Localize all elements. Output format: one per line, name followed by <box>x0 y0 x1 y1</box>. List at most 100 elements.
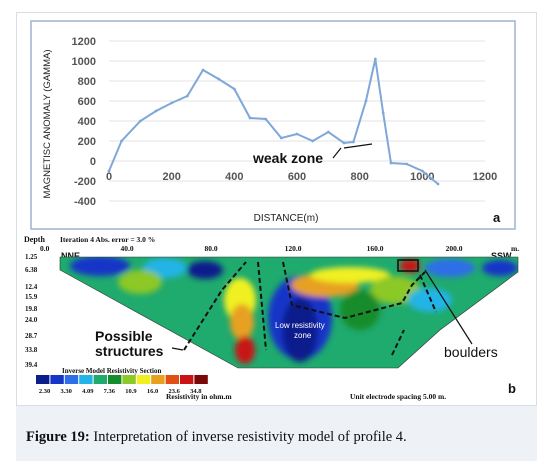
color-scale-swatch <box>165 375 179 384</box>
chart-a-point <box>389 161 393 165</box>
section-depth-tick-label: 19.8 <box>25 305 38 313</box>
structures-pointer <box>171 347 184 351</box>
chart-a-x-tick-label: 600 <box>288 171 306 183</box>
weak-zone-pointer <box>343 143 373 149</box>
chart-a-point <box>138 119 142 123</box>
section-depth-tick-label: 1.25 <box>25 253 38 261</box>
chart-a-border <box>30 20 516 230</box>
weak-zone-pointer <box>332 147 342 159</box>
boulders-pointer <box>424 269 473 345</box>
section-x-tick-label: 120.0 <box>285 244 302 253</box>
chart-a-point <box>264 117 268 121</box>
section-x-tick-label: 160.0 <box>367 244 384 253</box>
chart-a-y-tick-label: 1200 <box>72 36 96 48</box>
chart-a-ylabel: MAGNETISC ANOMALY (GAMMA) <box>42 49 53 198</box>
chart-a-point <box>201 68 205 72</box>
x-origin-tick: 0.0 <box>40 244 50 253</box>
color-scale-swatch <box>194 375 208 384</box>
color-scale-swatch <box>151 375 165 384</box>
section-depth-tick-label: 15.9 <box>25 293 38 301</box>
chart-a-point <box>107 169 111 173</box>
chart-a-point <box>311 139 315 143</box>
color-scale-swatch <box>93 375 107 384</box>
chart-a-point <box>364 99 368 103</box>
chart-a-point <box>373 57 377 61</box>
resistivity-color-scale: 2.30 3.30 4.09 7.36 10.9 16.0 23.6 34.8 <box>36 375 208 395</box>
interpretation-lines <box>183 261 437 356</box>
color-scale-tick-label: 3.30 <box>60 388 71 395</box>
chart-a-point <box>120 139 123 143</box>
chart-a-y-tick-label: 1000 <box>72 56 96 68</box>
chart-a-point <box>154 109 158 113</box>
section-depth-tick-label: 39.4 <box>25 361 38 369</box>
color-scale-swatch <box>64 375 79 384</box>
caption-text: Interpretation of inverse resistivity mo… <box>89 429 407 445</box>
boulders-label: boulders <box>444 344 498 360</box>
color-scale-swatch <box>122 375 136 384</box>
chart-a-point <box>295 132 299 136</box>
chart-a-point <box>342 141 346 145</box>
color-scale-tick-label: 23.6 <box>168 388 180 395</box>
chart-a-y-tick-label: -200 <box>74 176 96 188</box>
chart-a-x-tick-label: 1200 <box>473 171 497 183</box>
section-outline <box>59 256 519 369</box>
chart-a-point <box>232 87 236 91</box>
section-depth-ticks: 1.25 6.38 12.4 15.9 19.8 24.0 28.7 33.8 39.4 <box>25 253 38 369</box>
nne-label: NNE <box>61 251 80 261</box>
section-depth-tick-label: 33.8 <box>25 346 38 354</box>
chart-a-point <box>170 101 174 105</box>
chart-a-x-tick-label: 1000 <box>410 171 434 183</box>
chart-a-x-ticks: 0 200 400 600 800 1000 1200 <box>106 171 497 183</box>
chart-a-point <box>279 136 283 140</box>
caption-box <box>16 405 537 461</box>
color-scale-swatch <box>79 375 93 384</box>
color-scale-tick-label: 2.30 <box>39 388 50 395</box>
magnetic-anomaly-series-line <box>108 58 439 185</box>
chart-a-point <box>436 182 440 186</box>
color-scale-tick-label: 34.8 <box>190 388 202 395</box>
ssw-label: SSW <box>491 251 512 261</box>
section-x-ticks: 40.0 80.0 120.0 160.0 200.0 <box>120 244 462 253</box>
boulder-outline <box>397 259 419 272</box>
electrode-spacing-label: Unit electrode spacing 5.00 m. <box>350 392 446 401</box>
chart-a-point <box>352 140 355 144</box>
section-depth-tick-label: 24.0 <box>25 316 38 324</box>
chart-a-point <box>420 169 424 173</box>
section-x-tick-label: 80.0 <box>204 244 217 253</box>
chart-a-y-ticks: 1200 1000 800 600 400 200 0 -200 -400 <box>72 36 96 208</box>
chart-a-point <box>217 77 221 81</box>
panel-b-letter: b <box>508 381 516 396</box>
chart-a-x-tick-label: 400 <box>225 171 243 183</box>
depth-header: Depth <box>24 235 45 244</box>
color-scale-tick-label: 10.9 <box>125 388 137 395</box>
chart-a-gridlines <box>109 40 485 202</box>
possible-structures-label: Possible structures <box>95 328 164 359</box>
section-x-tick-label: 40.0 <box>120 244 133 253</box>
chart-a-y-tick-label: 200 <box>78 136 96 148</box>
color-scale-swatch <box>136 375 151 384</box>
chart-a-point <box>185 94 189 98</box>
color-scale-swatch <box>180 375 194 384</box>
resistivity-unit-label: Resistivity in ohm.m <box>166 392 232 401</box>
chart-a-x-tick-label: 0 <box>106 171 112 183</box>
figure-caption: Figure 19: Interpretation of inverse res… <box>26 429 407 446</box>
chart-a-point <box>248 116 252 120</box>
chart-a-y-tick-label: -400 <box>74 196 96 208</box>
chart-a-xlabel: DISTANCE(m) <box>254 213 319 224</box>
chart-a-x-tick-label: 200 <box>162 171 180 183</box>
caption-label: Figure 19: <box>26 429 90 445</box>
panel-a-letter: a <box>493 210 501 225</box>
chart-a-points <box>107 57 440 186</box>
color-scale-tick-label: 7.36 <box>104 388 116 395</box>
color-scale-swatch <box>108 375 122 384</box>
section-depth-tick-label: 6.38 <box>25 266 38 274</box>
chart-a-y-tick-label: 0 <box>90 156 96 168</box>
section-title: Inverse Model Resistivity Section <box>62 367 161 375</box>
chart-a-y-tick-label: 400 <box>78 116 96 128</box>
low-resistivity-label: Low resistivity zone <box>275 321 325 340</box>
chart-a-x-tick-label: 800 <box>350 171 368 183</box>
color-scale-tick-label: 16.0 <box>147 388 158 395</box>
color-scale-swatch <box>50 375 64 384</box>
color-scale-tick-label: 4.09 <box>82 388 94 395</box>
